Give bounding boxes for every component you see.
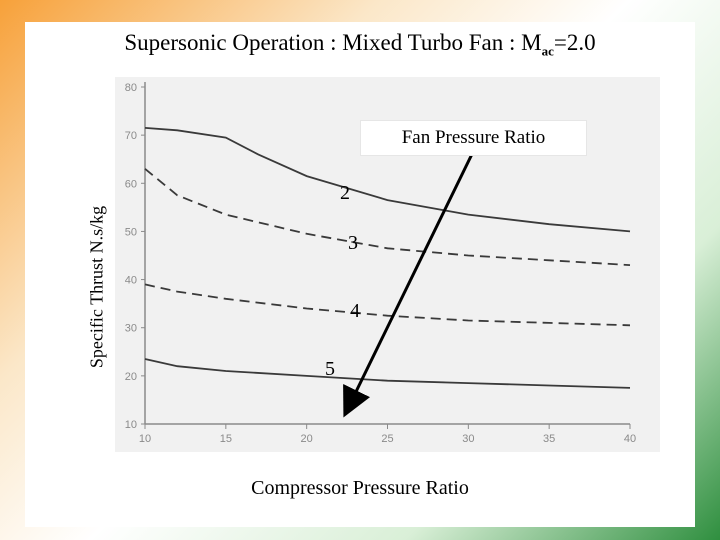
y-tick-label: 70 [125,130,137,142]
curve-label-3: 3 [348,232,358,254]
pressure-ratio-arrow [343,151,475,418]
y-tick-label: 80 [125,82,137,94]
y-tick-label: 40 [125,275,137,287]
curve-label-4: 4 [350,300,360,322]
curve-label-2: 2 [340,182,350,204]
x-tick-label: 35 [543,433,555,445]
x-tick-label: 20 [301,433,313,445]
y-tick-label: 20 [125,371,137,383]
y-tick-label: 50 [125,226,137,238]
chart-title: Supersonic Operation : Mixed Turbo Fan :… [124,30,596,59]
x-tick-label: 30 [462,433,474,445]
series-line-4 [144,283,631,327]
series-line-3 [144,168,631,266]
slide: Supersonic Operation : Mixed Turbo Fan :… [25,22,695,527]
y-tick-label: 60 [125,178,137,190]
legend-title: Fan Pressure Ratio [360,120,587,156]
x-tick-label: 25 [381,433,393,445]
series-line-5 [144,358,631,389]
x-tick-label: 10 [139,433,151,445]
curve-label-5: 5 [325,358,335,380]
y-tick-label: 10 [125,419,137,431]
y-tick-label: 30 [125,323,137,335]
y-axis-label: Specific Thrust N.s/kg [86,205,107,369]
x-tick-label: 15 [220,433,232,445]
x-tick-label: 40 [624,433,636,445]
x-axis-label: Compressor Pressure Ratio [251,477,469,499]
series-line-2 [144,127,631,233]
